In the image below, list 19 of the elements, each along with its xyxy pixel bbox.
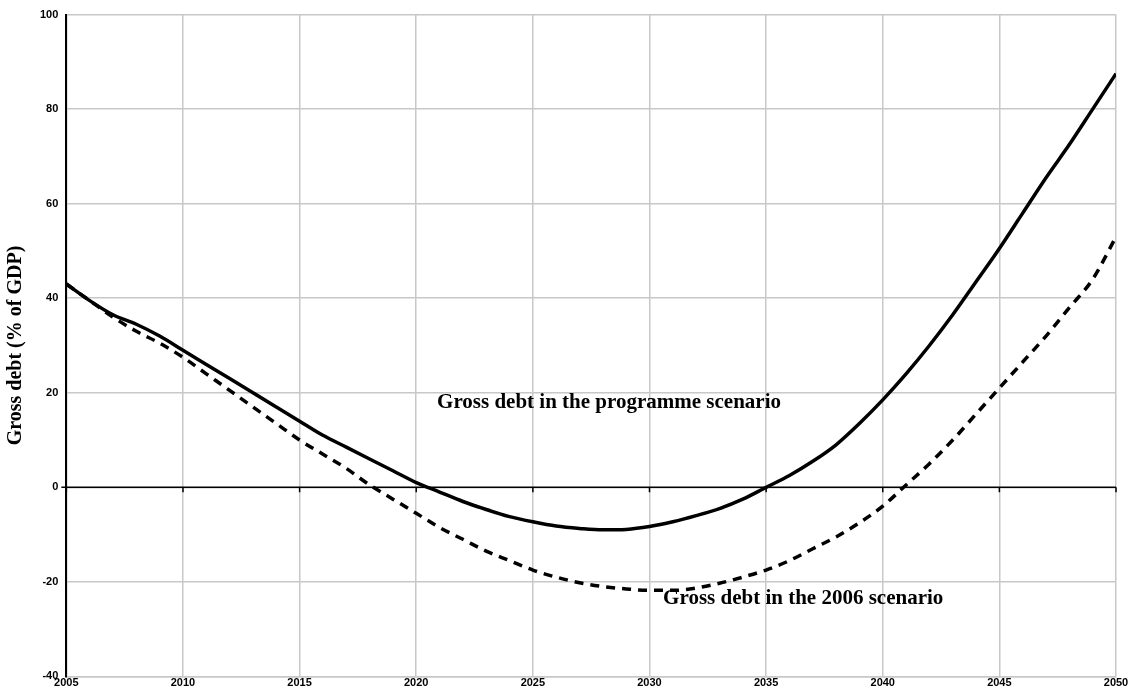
y-tick-label: 20 xyxy=(46,385,59,398)
x-tick-label: 2025 xyxy=(520,676,546,689)
x-tick-label: 2010 xyxy=(170,676,196,689)
x-tick-label: 2050 xyxy=(1103,676,1129,689)
text: Gross debt in the programme scenario xyxy=(437,389,781,414)
y-tick-label: 80 xyxy=(46,102,59,115)
y-tick-label: 40 xyxy=(46,291,59,304)
y-axis-title: Gross debt (% of GDP) xyxy=(3,245,27,446)
x-tick-label: 2030 xyxy=(637,676,662,689)
y-tick-label: 0 xyxy=(52,480,59,493)
x-tick-label: 2040 xyxy=(870,676,895,689)
x-tick-label: 2035 xyxy=(753,676,779,689)
x-tick-label: 2015 xyxy=(287,676,312,689)
y-tick-label: 60 xyxy=(46,196,59,209)
series-label: Gross debt in the 2006 scenario xyxy=(663,585,944,610)
x-tick-label: 2020 xyxy=(403,676,429,689)
x-tick-label: 2045 xyxy=(987,676,1012,689)
y-tick-label: -20 xyxy=(42,574,59,587)
y-tick-label: 100 xyxy=(39,7,59,20)
